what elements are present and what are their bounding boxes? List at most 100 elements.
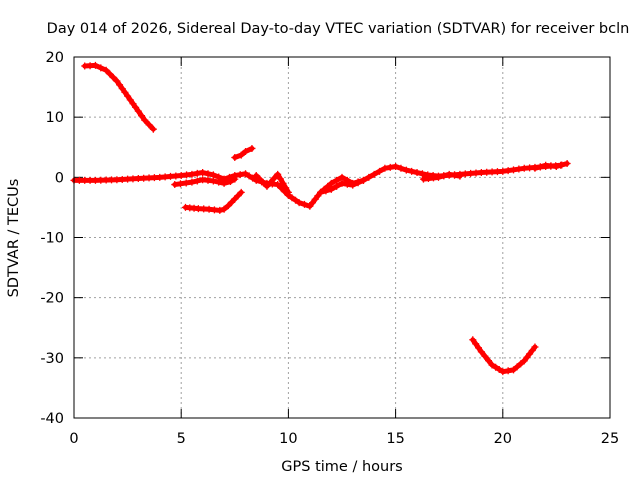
- data-point: [343, 176, 351, 184]
- y-tick-label: -20: [40, 291, 64, 307]
- data-point: [188, 170, 196, 178]
- data-point: [481, 352, 489, 360]
- data-point: [106, 70, 114, 78]
- data-point: [376, 167, 384, 175]
- data-points: [70, 61, 571, 376]
- data-point: [456, 172, 464, 180]
- data-point: [129, 100, 137, 108]
- data-point: [295, 199, 303, 207]
- x-tick-label: 15: [386, 431, 404, 447]
- data-point: [252, 172, 260, 180]
- data-point: [176, 180, 184, 188]
- data-point: [237, 188, 245, 196]
- data-point: [97, 64, 105, 72]
- data-point: [249, 174, 257, 182]
- data-point: [475, 344, 483, 352]
- y-tick-label: 20: [46, 50, 64, 66]
- data-point: [488, 361, 496, 369]
- data-point: [451, 171, 459, 179]
- data-point: [434, 173, 442, 181]
- data-point: [504, 367, 512, 375]
- series-arc-3: [171, 175, 239, 189]
- data-point: [552, 163, 560, 171]
- data-point: [531, 343, 539, 351]
- data-point: [91, 61, 99, 69]
- data-point: [397, 164, 405, 172]
- data-point: [279, 179, 287, 187]
- series-arc-4: [181, 188, 245, 214]
- data-point: [209, 171, 217, 179]
- data-point: [515, 165, 523, 173]
- data-point: [469, 336, 477, 344]
- data-point: [209, 177, 217, 185]
- data-point: [274, 170, 282, 178]
- x-tick-label: 25: [601, 431, 619, 447]
- x-tick-label: 10: [279, 431, 297, 447]
- data-point: [288, 194, 296, 202]
- data-point: [138, 112, 146, 120]
- data-point: [402, 166, 410, 174]
- data-point: [231, 153, 239, 161]
- data-point: [216, 206, 224, 214]
- data-point: [171, 181, 179, 189]
- data-point: [276, 175, 284, 183]
- data-point: [237, 151, 245, 159]
- data-point: [215, 178, 223, 186]
- data-point: [220, 205, 228, 213]
- data-point: [199, 169, 207, 177]
- data-point: [141, 116, 149, 124]
- data-point: [284, 188, 292, 196]
- data-point: [270, 174, 278, 182]
- data-point: [256, 175, 264, 183]
- data-point: [236, 171, 244, 179]
- data-point: [531, 164, 539, 172]
- data-point: [267, 178, 275, 186]
- data-point: [408, 167, 416, 175]
- data-point: [292, 196, 300, 204]
- data-point: [333, 182, 341, 190]
- data-point: [234, 192, 242, 200]
- data-point: [499, 368, 507, 376]
- data-point: [513, 363, 521, 371]
- data-point: [188, 178, 196, 186]
- series-arc-6: [252, 170, 292, 196]
- x-tick-label: 20: [494, 431, 512, 447]
- y-tick-label: -10: [40, 231, 64, 247]
- data-point: [145, 121, 153, 129]
- axis-ticks: 0 5 10 15 20 25 -40 -30 -20 -10 0 10 20: [40, 50, 619, 447]
- series-arc-2: [70, 161, 565, 210]
- data-point: [149, 125, 157, 133]
- data-point: [354, 178, 362, 186]
- chart-title: Day 014 of 2026, Sidereal Day-to-day VTE…: [47, 21, 630, 37]
- series-arc-10: [469, 336, 539, 376]
- data-point: [485, 357, 493, 365]
- data-point: [224, 202, 232, 210]
- series-arc-5: [231, 144, 256, 161]
- data-point: [413, 169, 421, 177]
- data-point: [102, 66, 110, 74]
- data-point: [499, 167, 507, 175]
- grid: [74, 57, 610, 418]
- data-point: [472, 340, 480, 348]
- data-point: [510, 366, 518, 374]
- data-point: [333, 176, 341, 184]
- data-point: [338, 179, 346, 187]
- data-point: [392, 163, 400, 171]
- data-point: [113, 77, 121, 85]
- data-point: [193, 177, 201, 185]
- data-point: [124, 92, 132, 100]
- data-point: [510, 166, 518, 174]
- data-point: [300, 200, 308, 208]
- data-point: [492, 363, 500, 371]
- data-point: [418, 170, 426, 178]
- data-point: [263, 182, 271, 190]
- data-point: [327, 185, 335, 193]
- data-point: [245, 172, 253, 180]
- y-axis-label: SDTVAR / TECUs: [6, 179, 22, 298]
- plot-frame: [73, 56, 611, 419]
- y-tick-label: 10: [46, 110, 64, 126]
- data-point: [359, 176, 367, 184]
- x-tick-label: 0: [69, 431, 78, 447]
- data-point: [132, 103, 140, 111]
